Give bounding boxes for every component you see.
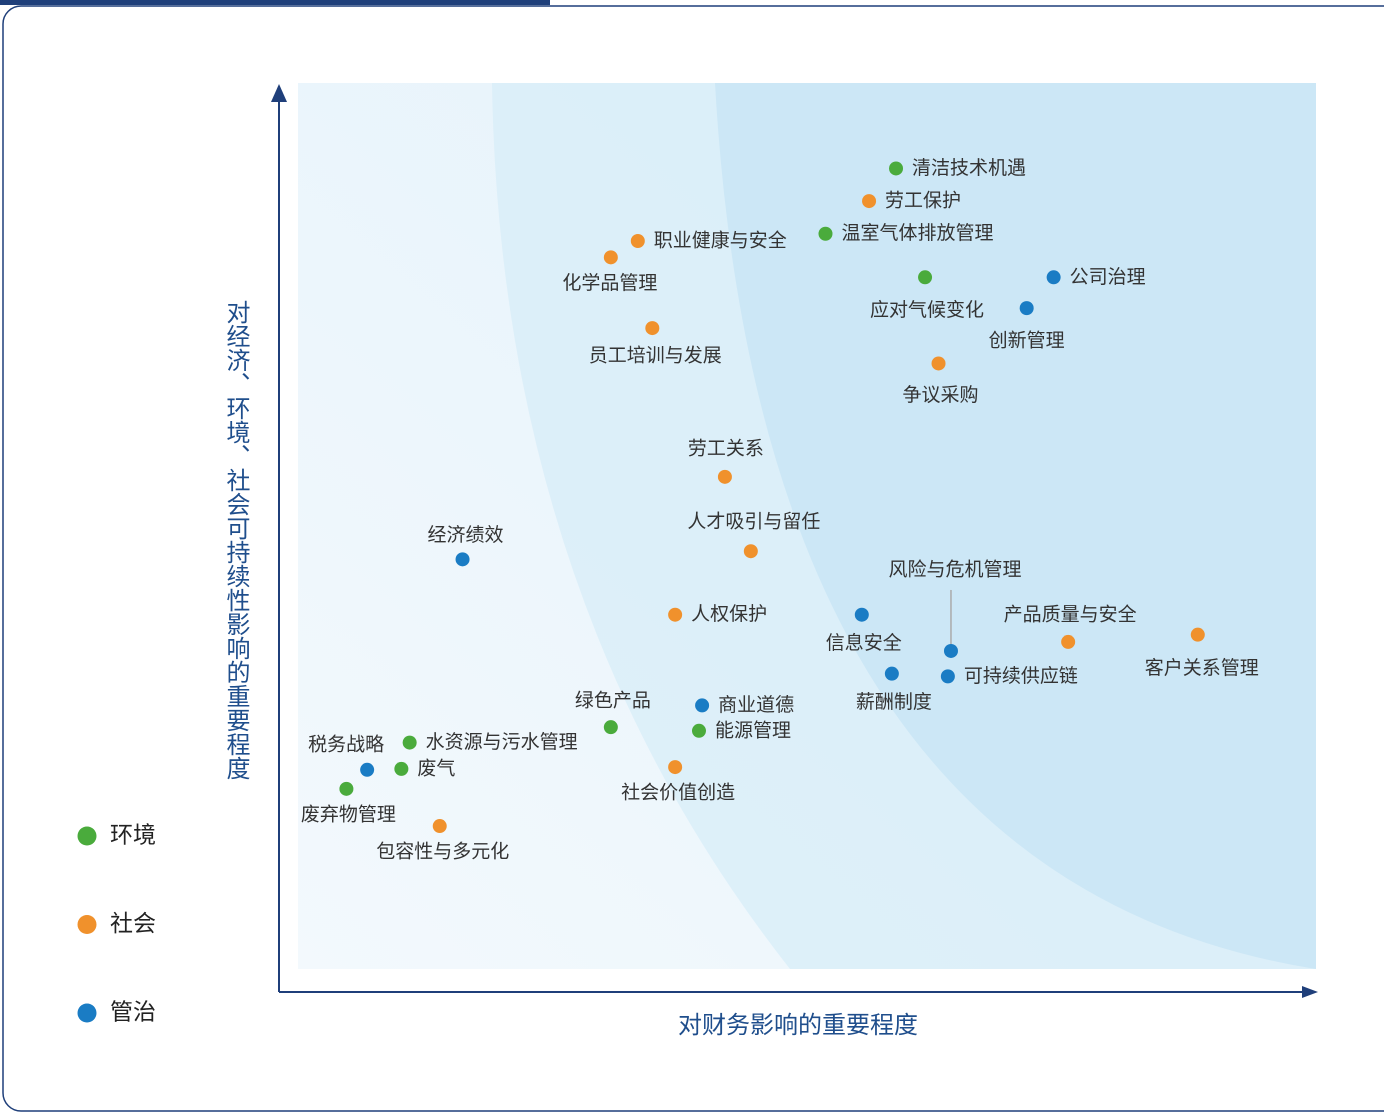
point-label: 职业健康与安全 — [654, 230, 787, 252]
point-label: 废气 — [417, 757, 455, 779]
point-label: 创新管理 — [989, 330, 1065, 352]
point-label: 税务战略 — [308, 733, 384, 755]
point — [884, 666, 899, 681]
point — [1061, 634, 1076, 649]
point-label: 人才吸引与留任 — [687, 511, 820, 533]
x-axis-title: 对财务影响的重要程度 — [678, 1011, 918, 1039]
point — [645, 321, 660, 336]
point — [603, 250, 618, 265]
point-label: 信息安全 — [826, 632, 902, 654]
point — [630, 234, 645, 249]
point-label: 劳工保护 — [885, 190, 961, 212]
point — [668, 760, 683, 775]
x-arrow — [1302, 986, 1318, 998]
point — [1046, 270, 1061, 285]
point-label: 温室气体排放管理 — [841, 222, 993, 244]
point — [1019, 301, 1034, 316]
point — [455, 552, 470, 567]
band — [715, 83, 1316, 969]
legend-label: 管治 — [110, 1000, 156, 1026]
point — [360, 762, 375, 777]
point-label: 员工培训与发展 — [589, 345, 722, 367]
point — [931, 356, 946, 371]
point-label: 包容性与多元化 — [376, 841, 509, 863]
point — [918, 270, 933, 285]
point — [695, 698, 710, 713]
legend-marker — [77, 1003, 97, 1023]
point — [668, 607, 683, 622]
point-label: 公司治理 — [1070, 266, 1146, 288]
y-axis-title: 对经济、环境、社会可持续性影响的重要程度 — [222, 300, 250, 780]
legend-marker — [77, 826, 97, 846]
point — [862, 194, 877, 209]
point-label: 争议采购 — [903, 384, 979, 406]
point — [854, 607, 869, 622]
point-label: 化学品管理 — [562, 272, 657, 294]
header-bar — [0, 0, 550, 5]
point — [603, 720, 618, 735]
point-label: 水资源与污水管理 — [426, 731, 578, 753]
point — [432, 819, 447, 834]
point-label: 薪酬制度 — [856, 691, 932, 713]
point-label: 人权保护 — [691, 603, 767, 625]
point — [339, 781, 354, 796]
point-label: 商业道德 — [718, 694, 794, 716]
point-label: 可持续供应链 — [964, 665, 1078, 687]
point-label: 经济绩效 — [428, 524, 504, 546]
legend-label: 环境 — [110, 823, 156, 849]
point-label: 绿色产品 — [575, 690, 651, 712]
point-label: 废弃物管理 — [301, 803, 396, 825]
point — [940, 669, 955, 684]
point-label: 清洁技术机遇 — [912, 157, 1026, 179]
point — [691, 723, 706, 738]
point-label: 社会价值创造 — [621, 782, 735, 804]
point-label: 产品质量与安全 — [1004, 603, 1137, 625]
point — [889, 161, 904, 176]
point-label: 客户关系管理 — [1145, 657, 1259, 679]
y-arrow — [271, 84, 287, 102]
point-label: 劳工关系 — [688, 437, 764, 459]
point — [717, 469, 732, 484]
point — [402, 735, 417, 750]
point-label: 应对气候变化 — [870, 299, 984, 321]
point-label: 能源管理 — [715, 719, 791, 741]
point — [1190, 627, 1205, 642]
point — [394, 761, 409, 776]
legend-label: 社会 — [110, 911, 156, 937]
legend-marker — [77, 915, 97, 934]
point — [943, 643, 958, 658]
point-label: 风险与危机管理 — [888, 558, 1021, 580]
point — [743, 544, 758, 559]
point — [818, 226, 833, 241]
